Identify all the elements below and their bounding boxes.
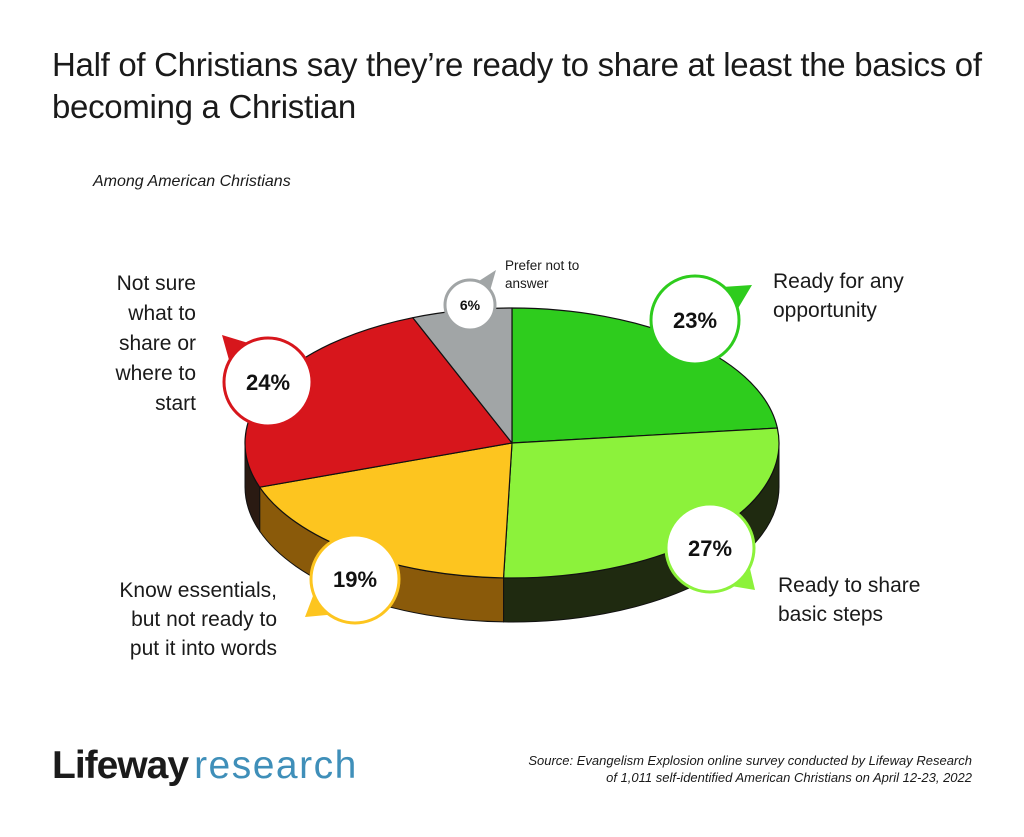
source-note: Source: Evangelism Explosion online surv… (528, 752, 972, 786)
callout-2: 19% (305, 533, 401, 625)
brand-sub: research (194, 744, 358, 787)
category-label-2-line-1: but not ready to (131, 608, 277, 631)
callout-3: 24% (222, 335, 314, 428)
source-line-2: of 1,011 self-identified American Christ… (606, 770, 972, 785)
category-label-0: Ready for any opportunity (773, 270, 904, 322)
category-label-3: Not sure what to share or where to start (114, 272, 196, 415)
category-label-2: Know essentials, but not ready to put it i… (119, 579, 277, 660)
chart-subtitle: Among American Christians (93, 173, 291, 190)
category-label-0-line-0: Ready for any (773, 270, 904, 293)
category-label-4-line-0: Prefer not to (505, 258, 579, 273)
brand-logo: Lifeway research (52, 742, 358, 790)
callout-pointer-3 (222, 335, 248, 362)
callout-pointer-4 (478, 270, 496, 291)
callout-circle-3 (222, 336, 314, 428)
value-label-0: 23% (673, 308, 717, 333)
callout-4: 6% (443, 270, 497, 332)
category-label-1: Ready to share basic steps (778, 574, 920, 626)
category-label-1-line-0: Ready to share (778, 574, 920, 597)
source-line-1: Source: Evangelism Explosion online surv… (528, 753, 972, 768)
category-label-2-line-0: Know essentials, (119, 579, 277, 602)
value-label-2: 19% (333, 567, 377, 592)
value-label-1: 27% (688, 536, 732, 561)
callout-circle-0 (649, 274, 741, 366)
category-label-0-line-1: opportunity (773, 299, 877, 322)
callout-circle-1 (664, 502, 756, 594)
callout-0: 23% (649, 274, 752, 366)
callout-circle-2 (309, 533, 401, 625)
category-label-4: Prefer not to answer (505, 258, 579, 291)
chart-title: Half of Christians say they’re ready to … (52, 46, 982, 125)
brand-main: Lifeway (52, 744, 189, 787)
category-label-3-line-3: where to (114, 362, 196, 385)
category-label-3-line-1: what to (127, 302, 196, 325)
callout-pointer-0 (724, 285, 752, 310)
category-label-2-line-2: put it into words (130, 637, 277, 660)
value-label-3: 24% (246, 370, 290, 395)
callout-circle-4 (443, 278, 497, 332)
callout-1: 27% (664, 502, 756, 594)
category-label-3-line-0: Not sure (117, 272, 196, 295)
value-label-4: 6% (460, 297, 481, 313)
category-label-3-line-4: start (155, 392, 196, 415)
category-label-1-line-1: basic steps (778, 603, 883, 626)
category-label-3-line-2: share or (119, 332, 196, 355)
category-label-4-line-1: answer (505, 276, 549, 291)
